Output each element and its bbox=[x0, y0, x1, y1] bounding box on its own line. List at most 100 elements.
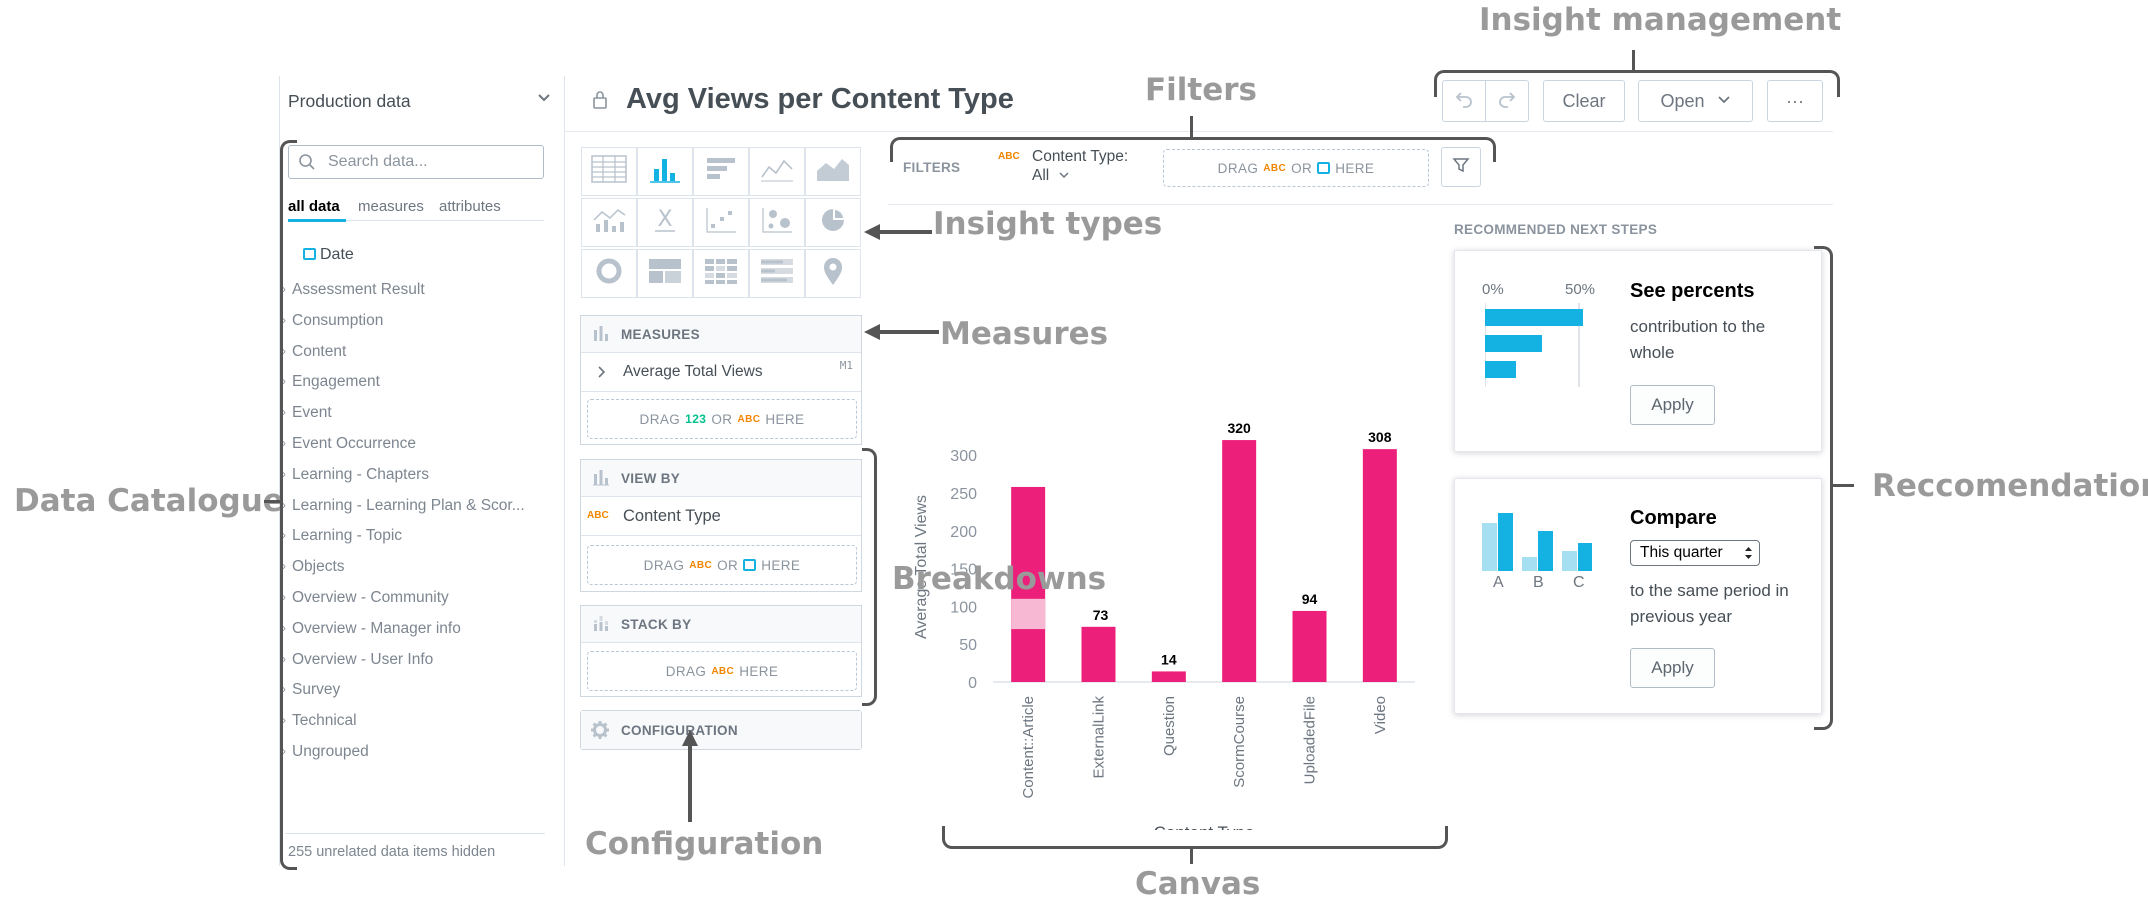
type-bullet[interactable] bbox=[749, 249, 805, 298]
annotation-bracket-insight-management bbox=[1434, 70, 1840, 97]
apply-percent-button[interactable]: Apply bbox=[1630, 385, 1715, 425]
drop-drag-text: DRAG bbox=[1217, 160, 1259, 176]
donut-chart-icon bbox=[591, 257, 627, 290]
annotation-bracket-canvas bbox=[942, 826, 1448, 849]
calendar-icon bbox=[303, 248, 316, 260]
catalog-item-label: Content bbox=[292, 342, 347, 360]
catalog-item[interactable]: › Content bbox=[282, 342, 347, 361]
configuration-header: CONFIGURATION bbox=[581, 711, 861, 749]
y-tick-label: 200 bbox=[950, 524, 977, 541]
type-combo[interactable] bbox=[581, 198, 637, 247]
measure-item-label: Average Total Views bbox=[623, 363, 763, 380]
more-button[interactable]: ··· bbox=[1767, 80, 1823, 122]
svg-text:X: X bbox=[657, 207, 672, 232]
catalog-footer: 255 unrelated data items hidden bbox=[288, 844, 496, 860]
type-geo[interactable] bbox=[805, 249, 861, 298]
catalog-item[interactable]: › Event Occurrence bbox=[282, 435, 416, 453]
annotation-data-catalogue: Data Catalogue bbox=[14, 483, 284, 519]
type-scatter[interactable] bbox=[693, 198, 749, 247]
type-treemap[interactable] bbox=[637, 249, 693, 298]
configuration-section[interactable]: CONFIGURATION bbox=[580, 710, 862, 750]
calendar-icon bbox=[1317, 162, 1331, 174]
insight-title[interactable]: Avg Views per Content Type bbox=[626, 83, 1014, 115]
bar bbox=[1222, 440, 1257, 682]
filter-drop-zone[interactable]: DRAG ABC OR HERE bbox=[1163, 149, 1429, 187]
catalog-item[interactable]: › Learning - Learning Plan & Scor... bbox=[282, 497, 525, 515]
catalog-item[interactable]: › Technical bbox=[282, 712, 357, 730]
type-donut[interactable] bbox=[581, 249, 637, 298]
type-bar[interactable] bbox=[693, 147, 749, 196]
bar-chart-icon bbox=[703, 155, 739, 188]
filter-chip-value: All bbox=[1032, 167, 1050, 184]
search-placeholder: Search data... bbox=[328, 153, 428, 170]
measures-bucket: MEASURES Average Total Views M1 DRAG 123… bbox=[580, 315, 862, 445]
chevron-down-icon bbox=[1058, 168, 1070, 186]
catalog-item-label: Overview - Manager info bbox=[292, 619, 461, 637]
type-pie[interactable] bbox=[805, 198, 861, 247]
filter-chip-content-type[interactable]: ABC Content Type: All bbox=[998, 146, 1148, 186]
tab-attributes[interactable]: attributes bbox=[439, 198, 501, 215]
view-by-item-label: Content Type bbox=[623, 507, 721, 525]
compare-bars-icon bbox=[1482, 513, 1592, 571]
measure-item[interactable]: Average Total Views M1 bbox=[581, 353, 861, 392]
catalog-item-label: Learning - Topic bbox=[292, 527, 403, 545]
bullet-chart-icon bbox=[759, 257, 795, 290]
catalog-item[interactable]: › Objects bbox=[282, 558, 345, 576]
percent-axis-mid: 50% bbox=[1565, 281, 1596, 298]
open-button[interactable]: Open bbox=[1638, 80, 1753, 122]
catalog-item-label: Overview - User Info bbox=[292, 650, 434, 668]
measures-drop-zone[interactable]: DRAG 123 OR ABC HERE bbox=[587, 399, 857, 439]
catalog-item[interactable]: › Overview - Community bbox=[282, 589, 449, 607]
bar bbox=[1011, 486, 1046, 682]
attribute-icon: ABC bbox=[587, 510, 609, 521]
view-by-item[interactable]: ABC Content Type bbox=[581, 497, 861, 536]
annotation-bracket-breakdowns bbox=[862, 448, 877, 706]
catalog-item-label: Assessment Result bbox=[292, 281, 425, 298]
catalog-item-label: Technical bbox=[292, 712, 357, 730]
clear-button[interactable]: Clear bbox=[1543, 80, 1625, 122]
type-table[interactable] bbox=[581, 147, 637, 196]
treemap-icon bbox=[647, 257, 683, 290]
catalog-item[interactable]: › Learning - Chapters bbox=[282, 466, 429, 484]
x-tick-label: ScormCourse bbox=[1231, 696, 1248, 788]
stack-by-drop-zone[interactable]: DRAG ABC HERE bbox=[587, 651, 857, 691]
catalog-item[interactable]: › Overview - Manager info bbox=[282, 619, 461, 638]
redo-icon bbox=[1497, 89, 1517, 114]
type-line[interactable] bbox=[749, 147, 805, 196]
type-area[interactable] bbox=[805, 147, 861, 196]
type-column[interactable] bbox=[637, 147, 693, 196]
catalog-item[interactable]: › Learning - Topic bbox=[282, 527, 403, 545]
annotation-bracket-recommendations bbox=[1814, 246, 1833, 730]
type-headline[interactable]: X bbox=[637, 198, 693, 247]
type-bubble[interactable] bbox=[749, 198, 805, 247]
catalog-item[interactable]: › Survey bbox=[282, 681, 340, 699]
annotation-measures: Measures bbox=[940, 316, 1109, 352]
search-input[interactable]: Search data... bbox=[288, 145, 544, 179]
chevron-right-icon: › bbox=[282, 744, 286, 758]
tabs-underline bbox=[288, 220, 544, 221]
catalog-item[interactable]: › Consumption bbox=[282, 312, 383, 330]
compare-period-select[interactable]: This quarter bbox=[1630, 540, 1760, 566]
annotation-arrow-configuration bbox=[680, 730, 700, 827]
chevron-right-icon: › bbox=[282, 651, 286, 666]
chevron-right-icon: › bbox=[282, 682, 286, 697]
chevron-right-icon: › bbox=[282, 343, 286, 358]
redo-button[interactable] bbox=[1485, 80, 1529, 122]
catalog-item[interactable]: › Overview - User Info bbox=[282, 650, 434, 669]
drop-or-text: OR bbox=[711, 411, 733, 427]
catalog-item[interactable]: › Engagement bbox=[282, 373, 380, 391]
column-chart-icon bbox=[647, 155, 683, 188]
chevron-right-icon: › bbox=[282, 559, 286, 574]
tab-measures[interactable]: measures bbox=[358, 198, 424, 215]
catalog-item[interactable]: › Ungrouped bbox=[282, 743, 369, 761]
catalog-item[interactable]: › Event bbox=[282, 404, 332, 422]
view-by-drop-zone[interactable]: DRAG ABC OR HERE bbox=[587, 545, 857, 585]
apply-compare-button[interactable]: Apply bbox=[1630, 648, 1715, 688]
chevron-right-icon: › bbox=[282, 590, 286, 604]
type-heatmap[interactable] bbox=[693, 249, 749, 298]
catalog-item[interactable]: › Assessment Result bbox=[282, 281, 425, 299]
tab-all-data[interactable]: all data bbox=[288, 198, 340, 215]
compare-recommendation-card: A B C Compare This quarter to the same p… bbox=[1454, 478, 1822, 714]
filter-config-button[interactable] bbox=[1441, 147, 1481, 187]
dataset-picker[interactable]: Production data bbox=[288, 88, 556, 118]
